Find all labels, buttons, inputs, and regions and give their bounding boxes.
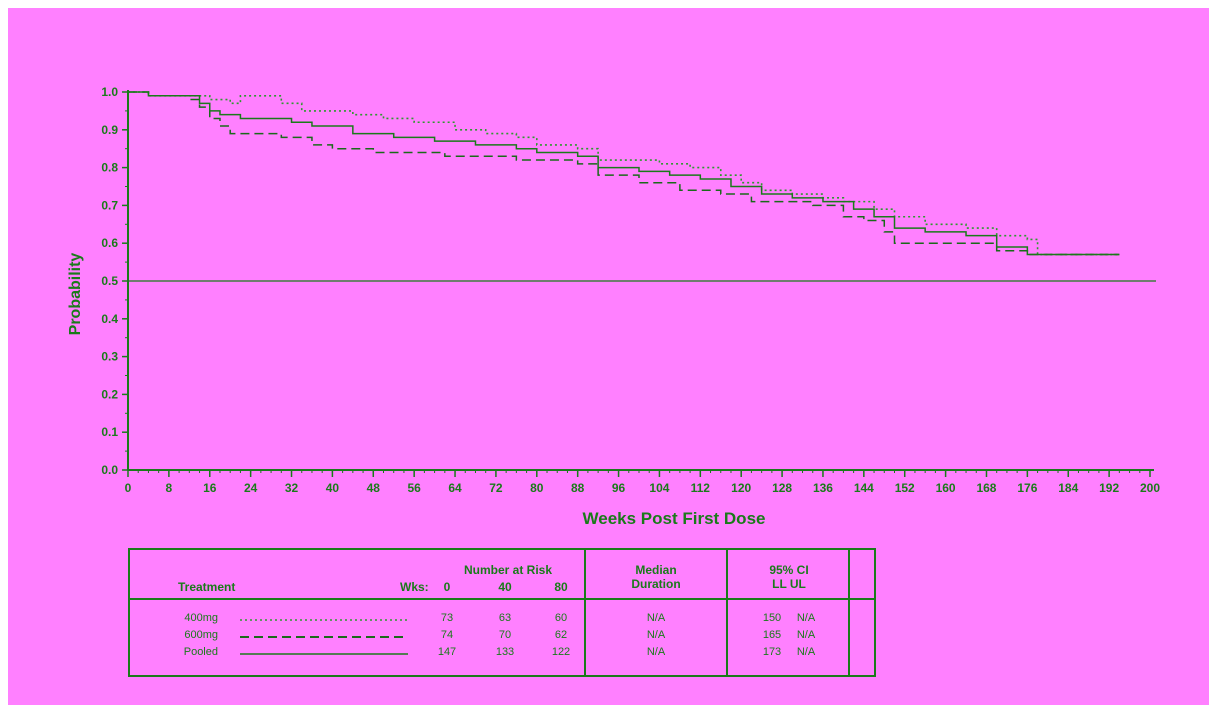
x-tick-label: 160: [936, 481, 956, 495]
treatment-header: Treatment: [178, 580, 236, 594]
x-tick-label: 184: [1058, 481, 1078, 495]
series-line-pooled: [128, 91, 1120, 256]
risk-count-40-600mg: 70: [498, 629, 512, 641]
x-tick-label: 192: [1099, 481, 1119, 495]
x-tick-label: 152: [895, 481, 915, 495]
risk-count-40-pooled: 133: [495, 646, 515, 658]
ci-lower-400mg: 150: [762, 612, 782, 624]
weeks-header: Wks:: [400, 580, 429, 594]
ci-upper-pooled: N/A: [796, 646, 816, 658]
x-tick-label: 88: [571, 481, 585, 495]
x-axis-title: Weeks Post First Dose: [583, 509, 766, 528]
number-at-risk-header: Number at Risk: [463, 563, 553, 577]
ci-upper-600mg: N/A: [796, 629, 816, 641]
y-axis-title: Probability: [67, 253, 84, 336]
x-tick-label: 144: [854, 481, 874, 495]
time-point-0: 0: [443, 580, 451, 594]
x-tick-label: 56: [407, 481, 421, 495]
time-point-80: 80: [554, 580, 568, 594]
x-tick-label: 136: [813, 481, 833, 495]
ci-bounds-header: LL UL: [772, 577, 806, 591]
risk-count-40-400mg: 63: [498, 612, 512, 624]
km-plot: 0.0 0.1 0.2 0.3 0.4 0.5 0.6 0.7 0.8 0.9 1.0 0 8 16 24 3…: [67, 85, 1160, 528]
table-divider-2: [726, 550, 728, 675]
y-tick-label: 0.4: [101, 312, 118, 326]
x-tick-label: 24: [244, 481, 258, 495]
x-tick-label: 32: [285, 481, 299, 495]
row-label-600mg: 600mg: [184, 629, 218, 641]
y-tick-label: 0.3: [101, 350, 118, 364]
time-point-40: 40: [498, 580, 512, 594]
risk-count-80-600mg: 62: [554, 629, 568, 641]
ci-lower-600mg: 165: [762, 629, 782, 641]
number-at-risk-table: Treatment Wks: Number at Risk 0 40 80 Me…: [128, 548, 876, 677]
y-tick-label: 0.8: [101, 161, 118, 175]
x-tick-label: 96: [612, 481, 626, 495]
legend-swatch-400mg: [240, 619, 408, 621]
risk-count-80-pooled: 122: [551, 646, 571, 658]
legend-swatch-600mg: [240, 636, 408, 638]
x-tick-label: 40: [326, 481, 340, 495]
x-tick-label: 168: [976, 481, 996, 495]
x-tick-label: 176: [1017, 481, 1037, 495]
x-tick-label: 72: [489, 481, 503, 495]
y-tick-label: 0.9: [101, 123, 118, 137]
duration-header: Duration: [631, 577, 681, 591]
table-divider-1: [584, 550, 586, 675]
legend-swatch-pooled: [240, 653, 408, 655]
risk-count-0-400mg: 73: [440, 612, 454, 624]
row-label-pooled: Pooled: [183, 646, 218, 658]
x-tick-label: 120: [731, 481, 751, 495]
y-tick-label: 0.5: [101, 274, 118, 288]
x-tick-label: 128: [772, 481, 792, 495]
ci-header: 95% CI: [769, 563, 809, 577]
y-tick-label: 0.1: [101, 425, 118, 439]
series-line-600mg: [128, 91, 1120, 256]
median-header: Median: [635, 563, 677, 577]
y-tick-label: 0.6: [101, 236, 118, 250]
y-tick-label: 0.0: [101, 463, 118, 477]
x-tick-label: 80: [530, 481, 544, 495]
x-tick-label: 104: [649, 481, 669, 495]
median-600mg: N/A: [646, 629, 666, 641]
risk-count-0-pooled: 147: [437, 646, 457, 658]
row-label-400mg: 400mg: [184, 612, 218, 624]
table-header-rule: [130, 598, 874, 600]
x-tick-label: 8: [166, 481, 173, 495]
series-line-400mg: [128, 91, 1120, 256]
y-tick-label: 0.7: [101, 198, 118, 212]
median-pooled: N/A: [646, 646, 666, 658]
y-tick-label: 0.2: [101, 387, 118, 401]
x-tick-label: 48: [367, 481, 381, 495]
risk-count-0-600mg: 74: [440, 629, 454, 641]
x-tick-label: 16: [203, 481, 217, 495]
median-400mg: N/A: [646, 612, 666, 624]
y-tick-label: 1.0: [101, 85, 118, 99]
ci-upper-400mg: N/A: [796, 612, 816, 624]
x-tick-label: 200: [1140, 481, 1160, 495]
table-divider-3: [848, 550, 850, 675]
ci-lower-pooled: 173: [762, 646, 782, 658]
figure-panel: 0.0 0.1 0.2 0.3 0.4 0.5 0.6 0.7 0.8 0.9 1.0 0 8 16 24 3…: [8, 8, 1209, 705]
series-layer: [128, 91, 1120, 256]
risk-count-80-400mg: 60: [554, 612, 568, 624]
x-tick-label: 112: [691, 481, 711, 495]
x-tick-label: 64: [448, 481, 462, 495]
plot-axes: 0.0 0.1 0.2 0.3 0.4 0.5 0.6 0.7 0.8 0.9 1.0 0 8 16 24 3…: [101, 85, 1160, 495]
x-tick-label: 0: [125, 481, 132, 495]
